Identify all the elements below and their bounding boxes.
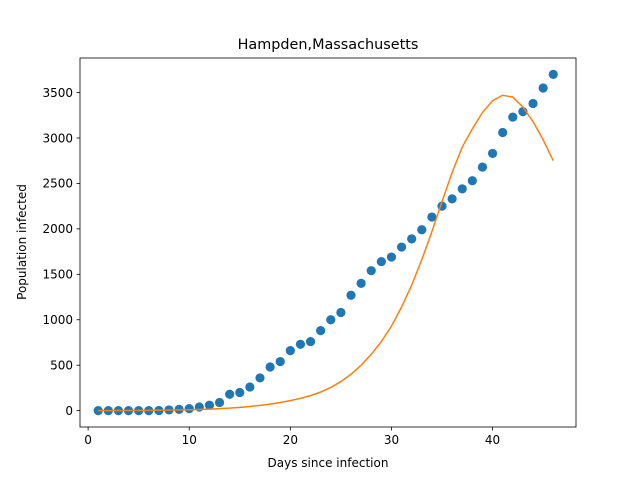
- data-point: [245, 382, 255, 392]
- data-point: [346, 290, 356, 300]
- x-tick-label: 20: [283, 433, 298, 447]
- plot-area: [93, 69, 558, 416]
- data-point: [477, 162, 488, 172]
- data-point: [285, 346, 295, 356]
- chart-title: Hampden,Massachusetts: [238, 37, 419, 53]
- y-tick-label: 0: [65, 404, 73, 418]
- x-tick-label: 40: [485, 433, 500, 447]
- data-point: [376, 256, 386, 267]
- data-point: [204, 400, 215, 410]
- data-point: [366, 266, 376, 276]
- x-tick-label: 10: [182, 433, 197, 447]
- data-point: [457, 184, 467, 194]
- data-point: [265, 362, 275, 372]
- data-point: [275, 356, 285, 367]
- y-tick-label: 1500: [42, 268, 73, 282]
- data-point: [417, 225, 427, 235]
- y-tick-label: 2500: [42, 177, 73, 191]
- y-tick-label: 3000: [42, 131, 73, 145]
- data-point: [214, 397, 225, 408]
- data-point: [295, 339, 306, 349]
- data-point: [336, 307, 346, 318]
- data-point: [487, 148, 498, 159]
- data-point: [538, 83, 548, 93]
- x-axis: 0 10 20 30 40: [84, 427, 500, 447]
- y-axis: 0 500 1000 1500 2000 2500 3000 3500: [42, 86, 80, 418]
- data-point: [508, 112, 518, 122]
- data-point: [235, 387, 245, 398]
- data-point: [386, 252, 397, 262]
- plot-frame: [79, 57, 577, 428]
- x-tick-label: 0: [84, 433, 92, 447]
- data-point: [184, 404, 194, 414]
- y-tick-label: 1000: [42, 313, 73, 327]
- x-tick-label: 30: [384, 433, 399, 447]
- data-point: [255, 373, 265, 383]
- data-point: [326, 315, 336, 325]
- data-point: [528, 98, 538, 109]
- y-tick-label: 2000: [42, 222, 73, 236]
- data-point: [427, 212, 437, 222]
- model-line: [98, 94, 554, 412]
- data-point: [316, 326, 326, 336]
- data-point: [225, 389, 235, 399]
- x-axis-label: Days since infection: [268, 456, 389, 470]
- data-point: [548, 69, 558, 79]
- data-point: [407, 234, 417, 244]
- data-point: [356, 278, 366, 288]
- y-axis-label: Population infected: [15, 184, 29, 300]
- data-point: [498, 127, 508, 138]
- data-point: [467, 176, 477, 186]
- data-point: [447, 194, 457, 204]
- y-tick-label: 500: [50, 358, 73, 372]
- data-point: [396, 242, 407, 252]
- y-tick-label: 3500: [42, 86, 73, 100]
- data-point: [305, 336, 316, 347]
